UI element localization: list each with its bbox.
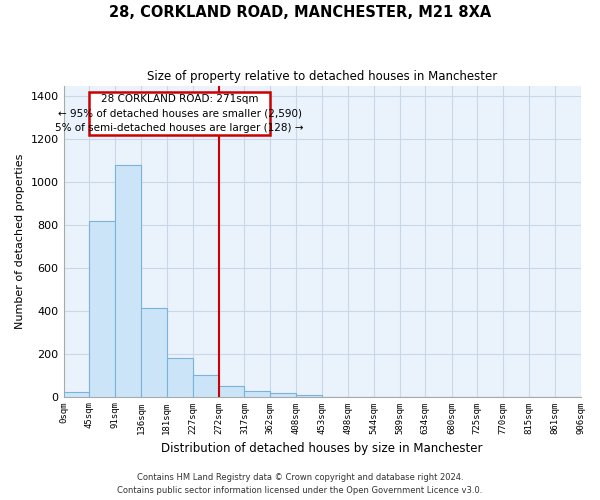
Y-axis label: Number of detached properties: Number of detached properties: [15, 154, 25, 328]
Bar: [219, 386, 244, 396]
Bar: [193, 375, 219, 396]
Bar: [296, 395, 322, 396]
Text: 28, CORKLAND ROAD, MANCHESTER, M21 8XA: 28, CORKLAND ROAD, MANCHESTER, M21 8XA: [109, 5, 491, 20]
Title: Size of property relative to detached houses in Manchester: Size of property relative to detached ho…: [147, 70, 497, 83]
Bar: [64, 392, 89, 396]
Bar: [244, 390, 270, 396]
Bar: [89, 220, 115, 396]
Bar: [167, 358, 193, 397]
Bar: [115, 165, 141, 396]
Bar: [141, 308, 167, 396]
Bar: [270, 394, 296, 396]
Text: Contains HM Land Registry data © Crown copyright and database right 2024.
Contai: Contains HM Land Registry data © Crown c…: [118, 474, 482, 495]
FancyBboxPatch shape: [89, 92, 270, 135]
Text: 28 CORKLAND ROAD: 271sqm
← 95% of detached houses are smaller (2,590)
5% of semi: 28 CORKLAND ROAD: 271sqm ← 95% of detach…: [55, 94, 304, 133]
X-axis label: Distribution of detached houses by size in Manchester: Distribution of detached houses by size …: [161, 442, 483, 455]
